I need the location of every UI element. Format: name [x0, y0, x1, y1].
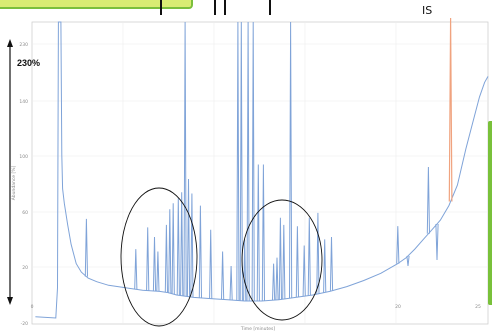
grid-lines	[32, 22, 488, 324]
chromatogram-peak	[256, 164, 260, 302]
x-tick-label: 0	[31, 304, 34, 310]
callout-box	[0, 0, 193, 9]
y-tick-label: 100	[19, 154, 28, 160]
chromatogram-peak	[251, 21, 255, 302]
chromatogram-peak	[282, 224, 286, 300]
highlight-ellipse-right	[241, 199, 323, 321]
x-axis-title: Time [minutes]	[240, 326, 275, 332]
y-tick-labels: -20 20 60 100 140 230	[19, 42, 28, 327]
chromatogram-peak	[307, 217, 311, 296]
chromatogram-peak	[406, 255, 410, 267]
y-tick-label: 20	[22, 265, 28, 271]
chromatogram-peak	[236, 21, 240, 301]
y-tick-label: 140	[19, 99, 28, 105]
chromatogram-peak	[186, 178, 191, 297]
baseline-trace	[35, 21, 489, 319]
chromatogram-peak	[180, 192, 184, 296]
chromatogram-peak	[156, 251, 160, 292]
chromatogram-peak	[198, 205, 202, 298]
chromatogram-peak	[275, 257, 279, 301]
chromatogram-peak	[164, 224, 168, 293]
chromatogram-peak	[278, 217, 282, 300]
chromatogram-peak	[289, 21, 293, 299]
chromatogram-peak	[246, 21, 250, 302]
chromatogram-peak	[190, 193, 194, 298]
chromatogram-peak	[396, 226, 400, 264]
chromatogram-peak	[302, 245, 306, 297]
trace-layer	[35, 17, 489, 319]
chromatogram-peak	[239, 21, 243, 301]
y-tick-label: -20	[21, 321, 28, 327]
chromatogram-peak	[435, 223, 439, 261]
chromatogram-peak	[152, 236, 157, 292]
chromatogram-peak	[209, 229, 213, 299]
chromatogram-peak	[134, 249, 138, 290]
x-tick-label: 25	[475, 304, 481, 310]
chromatogram-peak	[84, 218, 88, 277]
y-tick-label: 230	[19, 42, 28, 48]
chromatogram-peak	[316, 212, 320, 294]
x-tick-labels: 0 20 25	[31, 304, 481, 310]
chromatogram-peak	[171, 203, 175, 295]
x-tick-label: 20	[395, 304, 401, 310]
internal-standard-label: IS	[422, 4, 432, 17]
chromatogram-peak	[176, 198, 180, 296]
percent-label: 230%	[17, 58, 40, 68]
y-tick-label: 60	[22, 210, 28, 216]
chromatogram-peak	[329, 236, 334, 291]
highlight-ellipse-left	[120, 187, 198, 327]
y-axis-title: Abundance [%]	[11, 165, 17, 200]
chromatogram-peak	[295, 226, 299, 298]
chromatogram-peak	[229, 265, 233, 301]
chromatogram-peak	[261, 164, 265, 301]
chromatogram-peak	[323, 239, 327, 293]
chromatogram-peak	[221, 251, 225, 300]
chromatogram-peak	[146, 227, 150, 291]
right-indicator-bar	[488, 121, 492, 305]
chromatogram-peak	[272, 263, 276, 301]
plot-area	[31, 21, 489, 325]
chromatogram-peak	[168, 209, 172, 294]
internal-standard-peak	[448, 17, 453, 202]
peak-marker-lines	[160, 0, 271, 15]
chromatogram-peak	[426, 166, 430, 234]
scale-double-arrow	[7, 39, 13, 305]
